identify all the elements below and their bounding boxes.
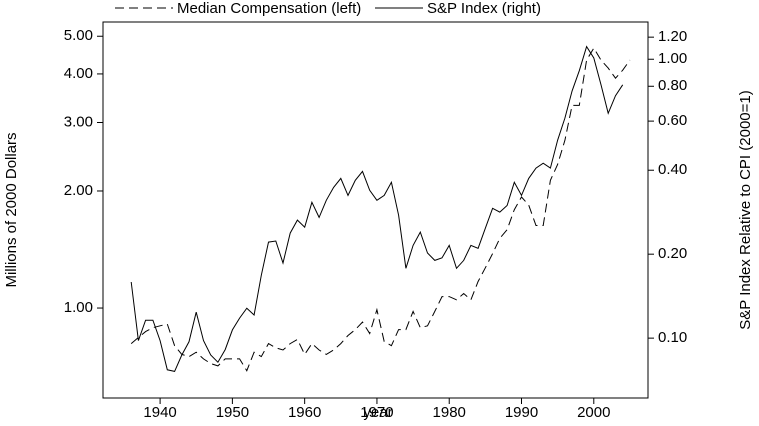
y-axis-label: Millions of 2000 Dollars: [3, 132, 20, 287]
legend-bg: [111, 0, 399, 18]
legend-label: S&P Index (right): [427, 0, 541, 17]
x-tick-label: 1950: [216, 404, 249, 421]
x-tick-label: 1960: [288, 404, 321, 421]
y2-tick-label: 0.20: [658, 245, 687, 262]
y-tick-label: 4.00: [64, 65, 93, 82]
series-line: [130, 45, 624, 372]
y2-tick-label: 0.80: [658, 77, 687, 94]
y2-axis-label: S&P Index Relative to CPI (2000=1): [737, 90, 754, 329]
y2-tick-label: 0.60: [658, 112, 687, 129]
y2-tick-label: 1.00: [658, 50, 687, 67]
series-line: [130, 47, 631, 372]
x-tick-label: 2000: [577, 404, 610, 421]
y-tick-label: 3.00: [64, 113, 93, 130]
plot-frame: [102, 21, 649, 399]
x-tick-label: 1990: [505, 404, 538, 421]
x-tick-label: 1940: [143, 404, 176, 421]
x-tick-label: 1970: [360, 404, 393, 421]
x-tick-label: 1980: [433, 404, 466, 421]
x-axis-label: year: [363, 404, 392, 421]
y2-tick-label: 1.20: [658, 28, 687, 45]
y-tick-label: 1.00: [64, 299, 93, 316]
y2-tick-label: 0.10: [658, 329, 687, 346]
y-tick-label: 2.00: [64, 182, 93, 199]
y-tick-label: 5.00: [64, 27, 93, 44]
legend-label: Median Compensation (left): [177, 0, 361, 17]
y2-tick-label: 0.40: [658, 161, 687, 178]
legend-bg: [371, 0, 649, 18]
